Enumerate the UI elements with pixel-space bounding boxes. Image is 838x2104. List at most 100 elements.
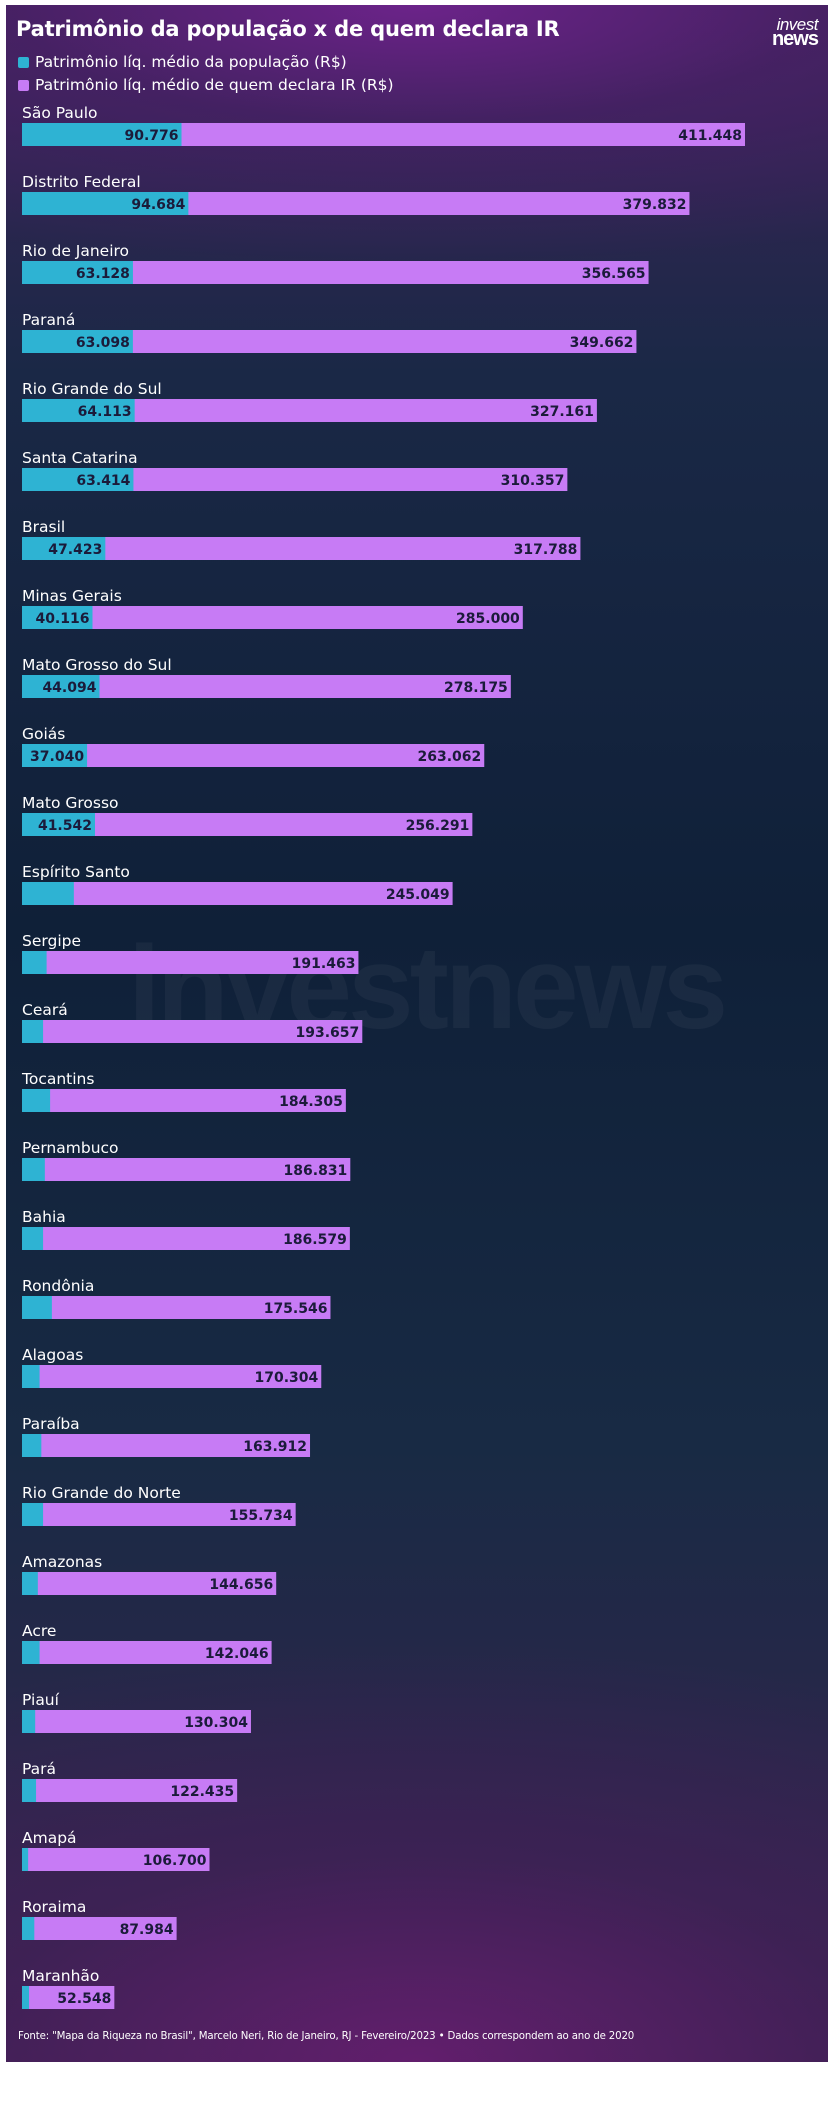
bar-population-espirito-santo — [22, 882, 74, 905]
value-label-population-distrito-federal: 94.684 — [131, 197, 185, 213]
value-label-population-goias: 37.040 — [30, 749, 84, 765]
bar-population-para — [22, 1779, 37, 1802]
category-label-ceara: Ceará — [22, 1001, 68, 1019]
category-label-rio-de-janeiro: Rio de Janeiro — [22, 242, 129, 260]
bar-ir-roraima — [22, 1917, 177, 1940]
bar-group-rondonia: Rondônia 175.546 — [22, 1277, 331, 1319]
bar-ir-sao-paulo — [22, 123, 745, 146]
bar-population-rio-grande-do-norte — [22, 1503, 44, 1526]
bar-group-santa-catarina: Santa Catarina 310.357 63.414 — [22, 449, 568, 491]
value-label-population-sao-paulo: 90.776 — [124, 128, 178, 144]
bar-ir-minas-gerais — [22, 606, 523, 629]
bar-ir-mato-grosso — [22, 813, 473, 836]
category-label-parana: Paraná — [22, 311, 75, 329]
value-label-population-parana: 63.098 — [76, 335, 130, 351]
bar-ir-alagoas — [22, 1365, 322, 1388]
chart-title: Patrimônio da população x de quem declar… — [16, 17, 560, 41]
bar-population-minas-gerais — [22, 606, 93, 629]
source-note: Fonte: "Mapa da Riqueza no Brasil", Marc… — [18, 2031, 635, 2042]
bar-group-rio-grande-do-norte: Rio Grande do Norte 155.734 — [22, 1484, 296, 1526]
bar-group-minas-gerais: Minas Gerais 285.000 40.116 — [22, 587, 523, 629]
category-label-paraiba: Paraíba — [22, 1415, 80, 1433]
category-label-amapa: Amapá — [22, 1829, 77, 1847]
bar-ir-tocantins — [22, 1089, 346, 1112]
bar-population-piaui — [22, 1710, 36, 1733]
bar-group-espirito-santo: Espírito Santo 245.049 — [22, 863, 453, 905]
bar-ir-amazonas — [22, 1572, 277, 1595]
value-label-population-mato-grosso-do-sul: 44.094 — [42, 680, 96, 696]
value-label-ir-mato-grosso-do-sul: 278.175 — [444, 680, 508, 696]
value-label-population-rio-grande-do-sul: 64.113 — [78, 404, 132, 420]
category-label-santa-catarina: Santa Catarina — [22, 449, 138, 467]
bar-ir-rio-grande-do-norte — [22, 1503, 296, 1526]
value-label-ir-acre: 142.046 — [205, 1646, 269, 1662]
bar-group-ceara: Ceará 193.657 — [22, 1001, 363, 1043]
category-label-rondonia: Rondônia — [22, 1277, 94, 1295]
value-label-population-rio-de-janeiro: 63.128 — [76, 266, 130, 282]
bar-group-maranhao: Maranhão 52.548 — [22, 1967, 115, 2009]
category-label-minas-gerais: Minas Gerais — [22, 587, 122, 605]
legend-label-population: Patrimônio líq. médio da população (R$) — [35, 53, 347, 71]
category-label-alagoas: Alagoas — [22, 1346, 83, 1364]
bar-group-brasil: Brasil 317.788 47.423 — [22, 518, 581, 560]
value-label-population-mato-grosso: 41.542 — [38, 818, 92, 834]
category-label-tocantins: Tocantins — [21, 1070, 94, 1088]
value-label-ir-rio-grande-do-norte: 155.734 — [229, 1508, 293, 1524]
bar-chart: São Paulo 411.448 90.776 Distrito Federal 37… — [21, 104, 745, 2009]
bar-ir-rio-de-janeiro — [22, 261, 649, 284]
value-label-population-santa-catarina: 63.414 — [76, 473, 130, 489]
bar-population-distrito-federal — [22, 192, 189, 215]
value-label-ir-santa-catarina: 310.357 — [501, 473, 565, 489]
bar-population-mato-grosso — [22, 813, 95, 836]
logo-line-2: news — [771, 28, 819, 50]
bar-population-rio-de-janeiro — [22, 261, 133, 284]
bar-population-acre — [22, 1641, 40, 1664]
bar-group-mato-grosso-do-sul: Mato Grosso do Sul 278.175 44.094 — [22, 656, 511, 698]
bar-ir-para — [22, 1779, 238, 1802]
value-label-ir-parana: 349.662 — [570, 335, 634, 351]
bar-group-rio-de-janeiro: Rio de Janeiro 356.565 63.128 — [22, 242, 649, 284]
legend-swatch-ir-declarants — [18, 79, 29, 91]
bar-ir-acre — [22, 1641, 272, 1664]
value-label-ir-maranhao: 52.548 — [57, 1991, 111, 2007]
bar-ir-brasil — [22, 537, 581, 560]
bar-group-rio-grande-do-sul: Rio Grande do Sul 327.161 64.113 — [22, 380, 597, 422]
bar-population-bahia — [22, 1227, 44, 1250]
legend-label-ir-declarants: Patrimônio líq. médio de quem declara IR… — [35, 76, 394, 94]
bar-population-maranhao — [22, 1986, 30, 2009]
bar-ir-goias — [22, 744, 485, 767]
category-label-maranhao: Maranhão — [22, 1967, 99, 1985]
bar-ir-distrito-federal — [22, 192, 690, 215]
bar-group-sao-paulo: São Paulo 411.448 90.776 — [22, 104, 745, 146]
category-label-rio-grande-do-sul: Rio Grande do Sul — [22, 380, 162, 398]
bar-population-goias — [22, 744, 88, 767]
category-label-rio-grande-do-norte: Rio Grande do Norte — [22, 1484, 181, 1502]
bar-ir-amapa — [22, 1848, 210, 1871]
value-label-ir-amazonas: 144.656 — [209, 1577, 273, 1593]
bar-population-pernambuco — [22, 1158, 45, 1181]
bar-population-ceara — [22, 1020, 44, 1043]
bar-ir-bahia — [22, 1227, 350, 1250]
category-label-piaui: Piauí — [22, 1691, 60, 1709]
category-label-sergipe: Sergipe — [22, 932, 81, 950]
bar-ir-sergipe — [22, 951, 359, 974]
bar-population-sao-paulo — [22, 123, 182, 146]
bar-population-rondonia — [22, 1296, 52, 1319]
value-label-ir-alagoas: 170.304 — [254, 1370, 318, 1386]
value-label-population-minas-gerais: 40.116 — [35, 611, 89, 627]
bar-population-amazonas — [22, 1572, 38, 1595]
value-label-ir-para: 122.435 — [170, 1784, 234, 1800]
bar-population-tocantins — [22, 1089, 51, 1112]
bar-ir-rondonia — [22, 1296, 331, 1319]
investnews-logo: invest news — [748, 16, 819, 50]
bar-ir-mato-grosso-do-sul — [22, 675, 511, 698]
bar-group-amapa: Amapá 106.700 — [22, 1829, 210, 1871]
value-label-ir-paraiba: 163.912 — [243, 1439, 307, 1455]
bar-group-bahia: Bahia 186.579 — [22, 1208, 350, 1250]
legend-swatch-population — [18, 56, 29, 68]
value-label-ir-rondonia: 175.546 — [264, 1301, 328, 1317]
bar-ir-pernambuco — [22, 1158, 351, 1181]
bar-group-piaui: Piauí 130.304 — [22, 1691, 251, 1733]
value-label-ir-sergipe: 191.463 — [292, 956, 356, 972]
